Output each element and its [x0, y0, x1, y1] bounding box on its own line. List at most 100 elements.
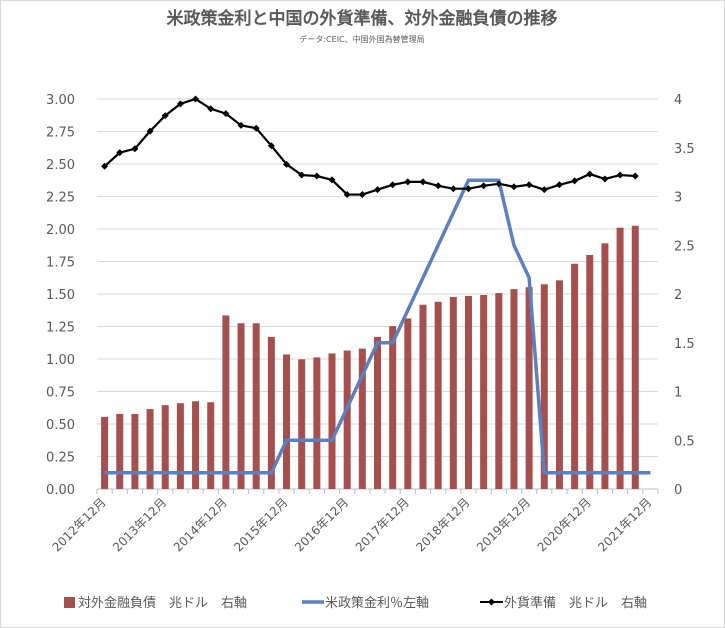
marker-fx-reserves	[404, 178, 412, 186]
y-right-tick-label: 4	[674, 93, 682, 108]
bar-liabilities	[176, 403, 184, 489]
chart-title: 米政策金利と中国の外貨準備、対外金融負債の推移	[167, 8, 558, 29]
bar-liabilities	[116, 413, 124, 489]
bar-liabilities	[540, 284, 548, 489]
y-right-tick-label: 3.5	[674, 142, 695, 157]
bar-liabilities	[343, 350, 351, 489]
x-tick-label: 2013年12月	[110, 495, 169, 554]
marker-fx-reserves	[374, 186, 381, 194]
bar-liabilities	[389, 326, 397, 489]
y-left-tick-label: 1.50	[46, 288, 75, 303]
marker-fx-reserves	[207, 105, 215, 113]
marker-fx-reserves	[146, 127, 154, 135]
bar-liabilities	[252, 323, 260, 489]
marker-fx-reserves	[222, 110, 230, 118]
line-fed-rate	[104, 178, 651, 475]
marker-fx-reserves	[510, 183, 518, 191]
bar-liabilities	[358, 348, 366, 489]
bar-liabilities	[161, 405, 169, 489]
marker-fx-reserves	[616, 171, 624, 179]
bar-liabilities	[298, 359, 306, 489]
y-right-tick-label: 1.5	[674, 337, 695, 352]
y-left-tick-label: 0.50	[46, 418, 75, 433]
marker-fx-reserves	[343, 191, 351, 199]
bar-liabilities	[480, 294, 488, 489]
x-tick-label: 2017年12月	[353, 495, 412, 554]
bar-liabilities	[313, 357, 321, 489]
marker-fx-reserves	[192, 95, 200, 103]
marker-fx-reserves	[237, 121, 245, 129]
x-tick-label: 2016年12月	[292, 495, 351, 554]
legend-swatch-liabilities	[64, 597, 75, 608]
y-left-tick-label: 0.00	[46, 483, 75, 498]
marker-fx-reserves	[525, 181, 533, 189]
y-left-tick-label: 1.00	[46, 353, 75, 368]
bar-liabilities	[601, 243, 609, 489]
bar-liabilities	[525, 287, 533, 489]
marker-fx-reserves	[419, 178, 427, 186]
y-right-tick-label: 0.5	[674, 434, 695, 449]
marker-fx-reserves	[389, 181, 397, 189]
bar-liabilities	[131, 413, 139, 489]
marker-fx-reserves	[161, 112, 169, 120]
bar-liabilities	[222, 315, 230, 489]
y-left-tick-label: 0.25	[46, 451, 75, 466]
x-tick-label: 2014年12月	[171, 495, 230, 554]
bar-liabilities	[495, 293, 503, 489]
y-left-tick-label: 2.75	[46, 126, 75, 141]
marker-fx-reserves	[601, 175, 609, 183]
y-left-tick-label: 2.00	[46, 223, 75, 238]
marker-fx-reserves	[176, 100, 184, 108]
bar-liabilities	[237, 323, 245, 489]
marker-fx-reserves	[131, 145, 139, 153]
marker-fx-reserves	[449, 185, 457, 193]
marker-fx-reserves	[434, 182, 442, 190]
bar-liabilities	[586, 255, 594, 489]
bar-liabilities	[616, 227, 624, 489]
bar-liabilities	[328, 353, 336, 489]
bar-liabilities	[464, 295, 472, 489]
bar-liabilities	[101, 416, 109, 489]
y-right-tick-label: 2.5	[674, 239, 695, 254]
y-left-tick-label: 2.25	[46, 191, 75, 206]
legend-label-fed-rate: 米政策金利％左軸	[325, 595, 429, 611]
y-right-tick-label: 1	[674, 386, 682, 401]
y-left-tick-label: 3.00	[46, 93, 75, 108]
marker-fx-reserves	[101, 162, 109, 170]
marker-fx-reserves	[555, 181, 563, 189]
bar-liabilities	[267, 336, 275, 489]
y-right-tick-label: 0	[674, 483, 682, 498]
marker-fx-reserves	[631, 172, 639, 180]
y-right-tick-label: 3	[674, 191, 682, 206]
marker-fx-reserves	[116, 149, 124, 157]
marker-fx-reserves	[571, 177, 579, 185]
bar-liabilities	[631, 225, 639, 489]
marker-fx-reserves	[480, 182, 488, 190]
bar-liabilities	[449, 296, 457, 489]
x-tick-label: 2021年12月	[595, 495, 654, 554]
marker-fx-reserves	[495, 180, 503, 188]
marker-fx-reserves	[283, 160, 291, 168]
x-tick-label: 2015年12月	[231, 495, 290, 554]
y-left-tick-label: 1.25	[46, 321, 75, 336]
y-left-tick-label: 1.75	[46, 256, 75, 271]
y-right-tick-label: 2	[674, 288, 682, 303]
line-fx-reserves	[103, 97, 636, 196]
x-tick-label: 2020年12月	[535, 495, 594, 554]
legend-label-liabilities: 対外金融負債 兆ドル 右軸	[78, 595, 247, 611]
bar-liabilities	[283, 354, 291, 489]
marker-fx-reserves	[252, 124, 260, 132]
bar-liabilities	[571, 263, 579, 489]
bar-liabilities	[374, 336, 381, 489]
y-left-tick-label: 0.75	[46, 386, 75, 401]
bar-liabilities	[146, 409, 154, 489]
bar-liabilities	[419, 304, 427, 489]
marker-fx-reserves	[328, 176, 336, 184]
bar-liabilities	[510, 289, 518, 489]
bar-liabilities	[404, 318, 412, 489]
marker-fx-reserves	[313, 172, 321, 180]
x-tick-label: 2018年12月	[413, 495, 472, 554]
marker-fx-reserves	[464, 185, 472, 193]
chart-subtitle: データ:CEIC、中国外国為替管理局	[299, 34, 424, 44]
marker-fx-reserves	[540, 186, 548, 194]
